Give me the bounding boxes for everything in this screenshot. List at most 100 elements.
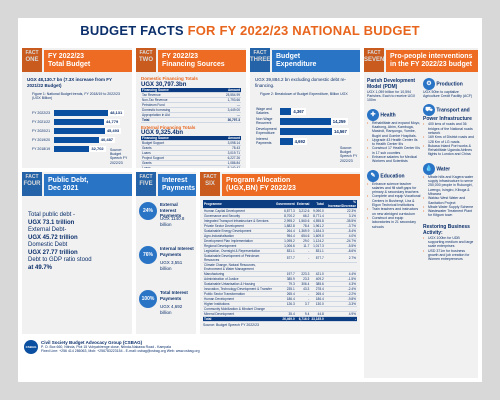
- fact-six-tag: FACT SIX: [200, 172, 220, 196]
- program-cell: 44.8: [310, 311, 325, 317]
- program-cell: Agro-Industrialisation: [203, 233, 275, 239]
- budget-bar-year: FY 2019/20: [32, 138, 51, 142]
- budget-bar-value: 40,487: [98, 137, 116, 143]
- program-cell: 78.4: [295, 223, 311, 229]
- pdm-text: UGX 1,059 billion for 10,594 Parishes. E…: [367, 90, 416, 103]
- figure-2-caption: Figure 2: Breakdown of Budget Expenditur…: [260, 92, 348, 96]
- expenditure-bar-row: Interest Payments 4,692: [256, 137, 356, 145]
- water-item: Mbale Water Supply Scheme: [423, 205, 476, 210]
- financing-source-cell: Grants: [141, 160, 208, 166]
- financing-source-cell: Loans: [141, 165, 208, 168]
- program-row: Human Capital Development 6,877.3 3,212.6 9…: [203, 208, 357, 214]
- external-financing-row: Loans 3,019.71: [141, 150, 241, 156]
- fact-two-title: FY 2022/23 Financing Sources: [158, 50, 246, 72]
- program-cell: 278.4: [310, 286, 325, 292]
- program-row: Higher Institutions 126.3 3.7 130.0 -3.3%: [203, 301, 357, 307]
- program-cell: 235.1: [274, 286, 296, 292]
- education-item: Complete and equip Vocational Centers in…: [367, 194, 421, 207]
- transport-item: Bukasa Inland Port works & Rehabilitate …: [423, 144, 476, 157]
- domestic-financing-heading: Domestic Financing Totals: [141, 76, 198, 81]
- figure-1-caption: Figure 1: National Budget trends, FY 201…: [32, 92, 120, 101]
- program-cell: [274, 262, 296, 272]
- budget-bar: [54, 119, 108, 125]
- budget-bar-year: FY 2018/19: [32, 147, 51, 151]
- expenditure-bar-value: 4,367: [291, 108, 306, 115]
- domestic-financing-row: Appropriation in Aid —: [141, 112, 241, 118]
- program-row: Private Sector Development 1,882.8 78.4 1,9…: [203, 223, 357, 229]
- transport-item: 169 Kms of District roads and 128 Km of …: [423, 135, 476, 144]
- program-cell: 265.4: [274, 291, 296, 297]
- program-cell: 264.4: [274, 228, 296, 234]
- program-cell: 409.2: [310, 276, 325, 282]
- program-cell: Climate Change, Natural Resources, Envir…: [203, 262, 275, 272]
- program-cell: -: [295, 291, 311, 297]
- program-cell: -9.8%: [324, 296, 357, 302]
- program-cell: Human Development: [203, 296, 275, 302]
- interest-item-amount: UGX 4,692 billion: [160, 304, 183, 315]
- external-financing-table: Financing Source Amount Budget Support 3,0…: [141, 136, 241, 168]
- program-cell: 654.6: [295, 233, 311, 239]
- fact-six-card: FACT SIX Program Allocation (UGX,BN) FY 20…: [200, 172, 360, 334]
- production-icon: ⚙: [423, 78, 435, 90]
- program-cell: Sustainable Urbanisation & Housing: [203, 281, 275, 287]
- expenditure-bar: [280, 128, 338, 135]
- transport-icon: ⛟: [423, 104, 435, 117]
- external-financing-row: Budget Support 3,098.14: [141, 140, 241, 146]
- program-row: Agro-Industrialisation 954.4 654.6 1,609.0 4…: [203, 233, 357, 239]
- program-cell: 130.0: [310, 301, 325, 307]
- fact-one-title: FY 2022/23 Total Budget: [44, 50, 132, 72]
- program-cell: 26,469.0: [274, 316, 296, 322]
- program-cell: Community Mobilization & Mindset Change: [203, 306, 275, 312]
- program-cell: 831.1: [274, 248, 296, 254]
- expenditure-bar-row: Wage and Salaries 4,367: [256, 107, 356, 115]
- program-cell: 8,700.2: [274, 213, 296, 219]
- education-icon: ✎: [367, 169, 379, 182]
- program-cell: -2.2%: [324, 291, 357, 297]
- program-cell: 1,634.3: [310, 228, 325, 234]
- domestic-financing-total: UGX 30,797.3bn: [141, 81, 187, 88]
- budget-bar-row: FY 2022/23 48,131: [32, 110, 132, 117]
- expenditure-bar-label: Non Wage Recurrent: [256, 117, 273, 125]
- budget-bar: [54, 146, 94, 152]
- program-row: Climate Change, Natural Resources, Envir…: [203, 262, 357, 272]
- program-cell: 831.1: [310, 248, 325, 254]
- program-cell: [295, 306, 311, 312]
- financing-amount-cell: 25,554.99: [206, 92, 241, 98]
- financing-amount-cell: 30,797.3: [206, 117, 241, 123]
- water-item: Wakiso West Water and Sanitation Project: [423, 196, 476, 205]
- total-budget-amount: UGX 48,130.7 bn (7.3X increase from FY 2…: [27, 77, 112, 88]
- expenditure-bar-row: Development Expenditure 14,567: [256, 127, 356, 135]
- transport-heading: ⛟ Transport and Power Infrastructure: [423, 104, 476, 122]
- expenditure-bar-label: Interest Payments: [256, 137, 272, 145]
- program-cell: Manufacturing: [203, 271, 275, 277]
- program-cell: [295, 262, 311, 272]
- budget-facts-poster: BUDGET FACTS FOR FY 2022/23 NATIONAL BUD…: [18, 18, 482, 382]
- program-cell: -3.3%: [324, 301, 357, 307]
- program-cell: 8,771.4: [310, 213, 325, 219]
- program-cell: 43.3: [295, 286, 311, 292]
- interest-item-amount: UGX 1140.8 billion: [160, 216, 185, 227]
- health-list: Rehabilitate and expand Moyo, Kaabong, A…: [367, 121, 421, 164]
- interest-item-amount: UGX 3,551 billion: [160, 260, 183, 271]
- program-cell: Public Sector Transformation: [203, 291, 275, 297]
- program-cell: 1,560.6: [295, 218, 311, 224]
- domestic-financing-row: Non-Tax Revenue 1,793.66: [141, 97, 241, 103]
- program-cell: 3.7: [295, 301, 311, 307]
- water-item: Mbale hills and Kagera water supply infr…: [423, 175, 476, 196]
- restoring-business-item: UGX 100bn for UDB supporting medium and …: [423, 236, 476, 249]
- program-cell: 3.1%: [324, 213, 357, 219]
- program-cell: 1,369.9: [295, 228, 311, 234]
- poster-title: BUDGET FACTS FOR FY 2022/23 NATIONAL BUD…: [80, 23, 420, 38]
- budget-bar-row: FY 2020/21 45,493: [32, 128, 132, 135]
- expenditure-bar-row: Non Wage Recurrent 14,259: [256, 117, 356, 125]
- transport-item: 400 kms of roads and 36 bridges of the N…: [423, 122, 476, 135]
- program-row: Legislation, Oversight & Representation 8…: [203, 248, 357, 254]
- financing-source-cell: Tax Revenue: [141, 92, 207, 98]
- program-cell: 9.4: [295, 311, 311, 317]
- program-cell: [274, 306, 296, 312]
- external-financing-row: Grants 78.43: [141, 145, 241, 151]
- program-cell: 1,609.0: [310, 233, 325, 239]
- fact-three-title: Budget Expenditure: [272, 50, 360, 72]
- budget-bar-row: FY 2019/20 40,487: [32, 137, 132, 144]
- program-cell: 4.9%: [324, 311, 357, 317]
